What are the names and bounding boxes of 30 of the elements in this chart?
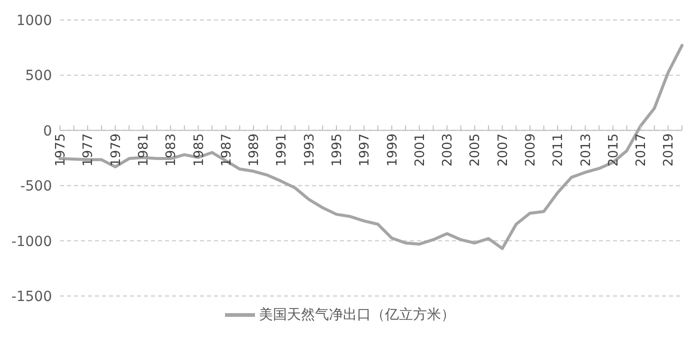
- y-tick-label: -1000: [11, 234, 52, 250]
- x-tick-label: 1983: [164, 133, 180, 166]
- x-tick-label: 2015: [606, 133, 622, 166]
- y-tick-label: 500: [25, 68, 52, 84]
- x-tick-label: 1999: [385, 133, 400, 166]
- x-tick-label: 2005: [468, 133, 484, 166]
- x-tick-label: 2017: [634, 133, 650, 166]
- legend-label: 美国天然气净出口（亿立方米）: [259, 306, 455, 323]
- x-tick-label: 2007: [496, 133, 511, 166]
- x-tick-label: 1979: [108, 133, 124, 166]
- x-tick-label: 2019: [662, 133, 677, 166]
- x-tick-label: 1989: [247, 133, 262, 166]
- x-tick-label: 2011: [551, 133, 566, 166]
- x-tick-label: 1997: [358, 133, 373, 166]
- x-tick-label: 1985: [192, 133, 207, 166]
- y-tick-label: 0: [43, 123, 52, 140]
- y-tick-label: 1000: [16, 12, 52, 29]
- x-tick-label: 1991: [274, 133, 290, 166]
- x-tick-label: 2009: [524, 133, 539, 166]
- x-tick-label: 2003: [440, 133, 456, 166]
- y-tick-label: -1500: [11, 288, 52, 305]
- x-tick-label: 1987: [219, 133, 234, 166]
- x-tick-label: 1977: [81, 133, 96, 166]
- x-tick-label: 2001: [412, 133, 428, 166]
- x-tick-label: 1975: [54, 133, 69, 166]
- x-tick-label: 1993: [302, 133, 318, 166]
- x-tick-label: 1995: [330, 133, 345, 166]
- y-tick-label: -500: [20, 178, 52, 195]
- x-tick-label: 2013: [578, 133, 594, 166]
- x-tick-label: 1981: [136, 133, 152, 166]
